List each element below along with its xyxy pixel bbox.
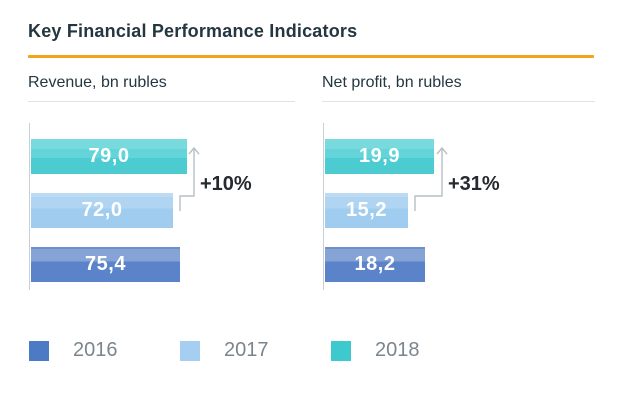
revenue-plot-area: 79,0 72,0 75,4 +10% bbox=[28, 123, 295, 290]
revenue-bar-2016-value: 75,4 bbox=[85, 253, 126, 275]
revenue-growth-label: +10% bbox=[200, 173, 252, 195]
legend-label-2017: 2017 bbox=[224, 339, 269, 361]
revenue-bar-2018-value: 79,0 bbox=[88, 145, 130, 167]
revenue-panel-title: Revenue, bn rubles bbox=[28, 74, 167, 91]
legend-swatch-2016 bbox=[29, 340, 49, 361]
title-accent-rule bbox=[28, 55, 594, 58]
revenue-bar-2018: 79,0 bbox=[31, 139, 187, 174]
revenue-bar-2017: 72,0 bbox=[31, 193, 173, 228]
panel-revenue: Revenue, bn rubles 79,0 72,0 75,4 +10% bbox=[28, 72, 295, 290]
legend-label-2018: 2018 bbox=[375, 339, 420, 361]
revenue-bar-2016: 75,4 bbox=[31, 247, 180, 282]
net-profit-bar-2017-value: 15,2 bbox=[346, 199, 387, 221]
net-profit-bar-2016-value: 18,2 bbox=[354, 253, 396, 275]
legend-swatch-2017 bbox=[180, 340, 200, 361]
net-profit-y-axis-line bbox=[323, 123, 324, 290]
net-profit-panel-title: Net profit, bn rubles bbox=[322, 74, 462, 91]
legend-swatch-2018 bbox=[331, 340, 351, 361]
panel-net-profit: Net profit, bn rubles 19,9 15,2 18,2 +31… bbox=[322, 72, 595, 290]
net-profit-bars: 19,9 15,2 18,2 bbox=[325, 139, 434, 301]
revenue-panel-divider bbox=[28, 101, 295, 102]
net-profit-bar-2018-value: 19,9 bbox=[359, 145, 400, 167]
net-profit-panel-divider bbox=[322, 101, 595, 102]
page-title: Key Financial Performance Indicators bbox=[28, 21, 358, 41]
legend: 2016 2017 2018 bbox=[29, 339, 482, 362]
legend-item-2018: 2018 bbox=[331, 339, 482, 362]
net-profit-bar-2017: 15,2 bbox=[325, 193, 408, 228]
revenue-y-axis-line bbox=[29, 123, 30, 290]
revenue-bar-2017-value: 72,0 bbox=[81, 199, 123, 221]
revenue-bars: 79,0 72,0 75,4 bbox=[31, 139, 187, 301]
net-profit-bar-2018: 19,9 bbox=[325, 139, 434, 174]
legend-label-2016: 2016 bbox=[73, 339, 118, 361]
net-profit-plot-area: 19,9 15,2 18,2 +31% bbox=[322, 123, 595, 290]
net-profit-growth-label: +31% bbox=[448, 173, 500, 195]
legend-item-2016: 2016 bbox=[29, 339, 180, 362]
net-profit-bar-2016: 18,2 bbox=[325, 247, 425, 282]
legend-item-2017: 2017 bbox=[180, 339, 331, 362]
